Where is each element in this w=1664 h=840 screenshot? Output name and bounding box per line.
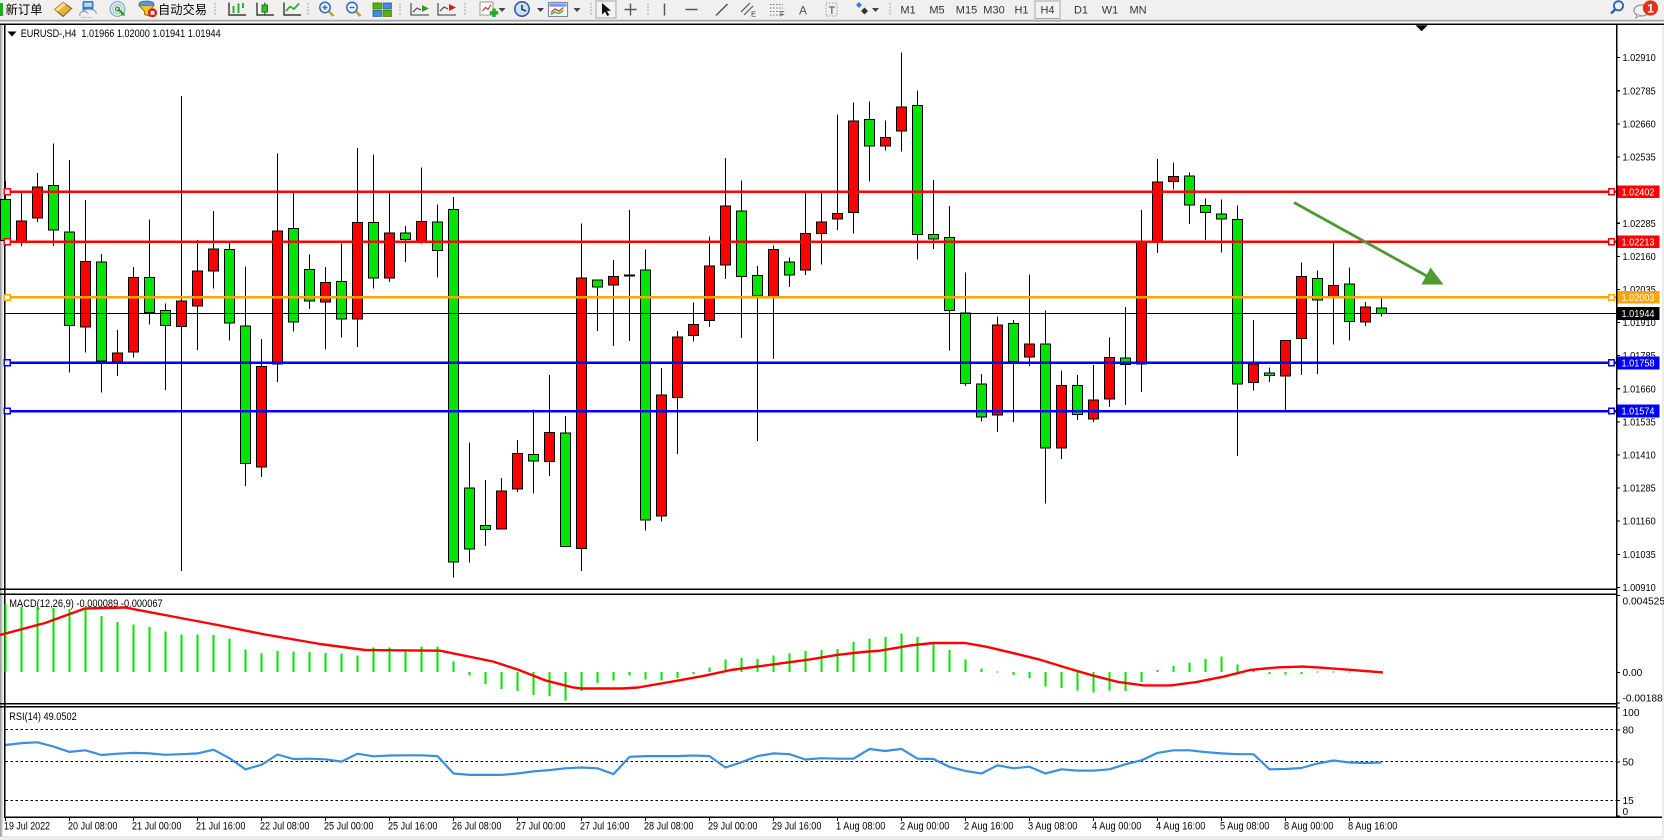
svg-text:25 Jul 16:00: 25 Jul 16:00 — [388, 821, 437, 833]
svg-text:20 Jul 08:00: 20 Jul 08:00 — [68, 821, 117, 833]
svg-text:T: T — [829, 5, 836, 17]
svg-text:27 Jul 00:00: 27 Jul 00:00 — [516, 821, 565, 833]
svg-text:H4: H4 — [1040, 5, 1054, 17]
svg-text:1.02213: 1.02213 — [1622, 237, 1655, 248]
svg-text:1.01160: 1.01160 — [1623, 517, 1656, 528]
svg-text:1.01758: 1.01758 — [1622, 359, 1655, 370]
svg-text:RSI(14) 49.0502: RSI(14) 49.0502 — [9, 711, 76, 723]
svg-text:2 Aug 00:00: 2 Aug 00:00 — [900, 821, 949, 833]
svg-text:100: 100 — [1623, 708, 1640, 719]
svg-text:5 Aug 08:00: 5 Aug 08:00 — [1220, 821, 1269, 833]
svg-text:1.02003: 1.02003 — [1622, 293, 1655, 304]
svg-text:0.00: 0.00 — [1623, 668, 1643, 679]
svg-text:4 Aug 00:00: 4 Aug 00:00 — [1092, 821, 1141, 833]
svg-text:1.02035: 1.02035 — [1623, 285, 1656, 296]
svg-text:H1: H1 — [1014, 5, 1028, 17]
svg-text:E: E — [751, 10, 756, 19]
svg-text:1.01910: 1.01910 — [1623, 318, 1656, 329]
svg-text:1.01944: 1.01944 — [1622, 309, 1655, 320]
svg-text:28 Jul 08:00: 28 Jul 08:00 — [644, 821, 693, 833]
svg-text:4 Aug 16:00: 4 Aug 16:00 — [1156, 821, 1205, 833]
svg-text:8 Aug 00:00: 8 Aug 00:00 — [1284, 821, 1333, 833]
svg-text:1.01660: 1.01660 — [1623, 384, 1656, 395]
svg-text:1.02285: 1.02285 — [1623, 219, 1656, 230]
svg-text:M5: M5 — [929, 5, 944, 17]
svg-text:1.01035: 1.01035 — [1623, 550, 1656, 561]
svg-text:F: F — [780, 10, 785, 19]
svg-text:1.02910: 1.02910 — [1623, 53, 1656, 64]
svg-text:-0.00188: -0.00188 — [1623, 693, 1664, 704]
svg-text:MN: MN — [1129, 5, 1146, 17]
svg-text:1.01285: 1.01285 — [1623, 484, 1656, 495]
svg-text:自动交易: 自动交易 — [158, 2, 207, 17]
svg-text:19 Jul 2022: 19 Jul 2022 — [4, 821, 50, 833]
svg-text:25 Jul 00:00: 25 Jul 00:00 — [324, 821, 373, 833]
svg-text:26 Jul 08:00: 26 Jul 08:00 — [452, 821, 501, 833]
svg-text:1.02535: 1.02535 — [1623, 153, 1656, 164]
svg-text:21 Jul 16:00: 21 Jul 16:00 — [196, 821, 245, 833]
svg-text:1.00910: 1.00910 — [1623, 583, 1656, 594]
svg-text:1.02660: 1.02660 — [1623, 119, 1656, 130]
svg-text:3 Aug 08:00: 3 Aug 08:00 — [1028, 821, 1077, 833]
svg-text:EURUSD-,H4 1.01966 1.02000 1.: EURUSD-,H4 1.01966 1.02000 1.01941 1.019… — [21, 28, 221, 40]
svg-text:1.01574: 1.01574 — [1622, 407, 1655, 418]
svg-text:1: 1 — [1647, 1, 1654, 15]
svg-text:0: 0 — [1623, 807, 1629, 818]
svg-text:80: 80 — [1623, 726, 1635, 737]
svg-text:27 Jul 16:00: 27 Jul 16:00 — [580, 821, 629, 833]
svg-text:A: A — [799, 4, 807, 18]
svg-text:1 Aug 08:00: 1 Aug 08:00 — [836, 821, 885, 833]
svg-text:M1: M1 — [900, 5, 915, 17]
svg-text:15: 15 — [1623, 796, 1635, 807]
svg-text:29 Jul 00:00: 29 Jul 00:00 — [708, 821, 757, 833]
svg-text:D1: D1 — [1074, 5, 1088, 17]
svg-text:22 Jul 08:00: 22 Jul 08:00 — [260, 821, 309, 833]
svg-text:M30: M30 — [983, 5, 1004, 17]
svg-text:21 Jul 00:00: 21 Jul 00:00 — [132, 821, 181, 833]
svg-text:1.02402: 1.02402 — [1622, 188, 1655, 199]
svg-text:W1: W1 — [1102, 5, 1119, 17]
svg-text:8 Aug 16:00: 8 Aug 16:00 — [1348, 821, 1397, 833]
svg-text:29 Jul 16:00: 29 Jul 16:00 — [772, 821, 821, 833]
svg-text:1.01410: 1.01410 — [1623, 451, 1656, 462]
svg-text:新订单: 新订单 — [6, 2, 43, 17]
svg-text:1.01535: 1.01535 — [1623, 417, 1656, 428]
svg-text:50: 50 — [1623, 758, 1635, 769]
svg-text:M15: M15 — [956, 5, 977, 17]
svg-text:0.004525: 0.004525 — [1623, 597, 1664, 608]
svg-text:1.02785: 1.02785 — [1623, 86, 1656, 97]
svg-text:2 Aug 16:00: 2 Aug 16:00 — [964, 821, 1013, 833]
svg-text:1.02160: 1.02160 — [1623, 252, 1656, 263]
